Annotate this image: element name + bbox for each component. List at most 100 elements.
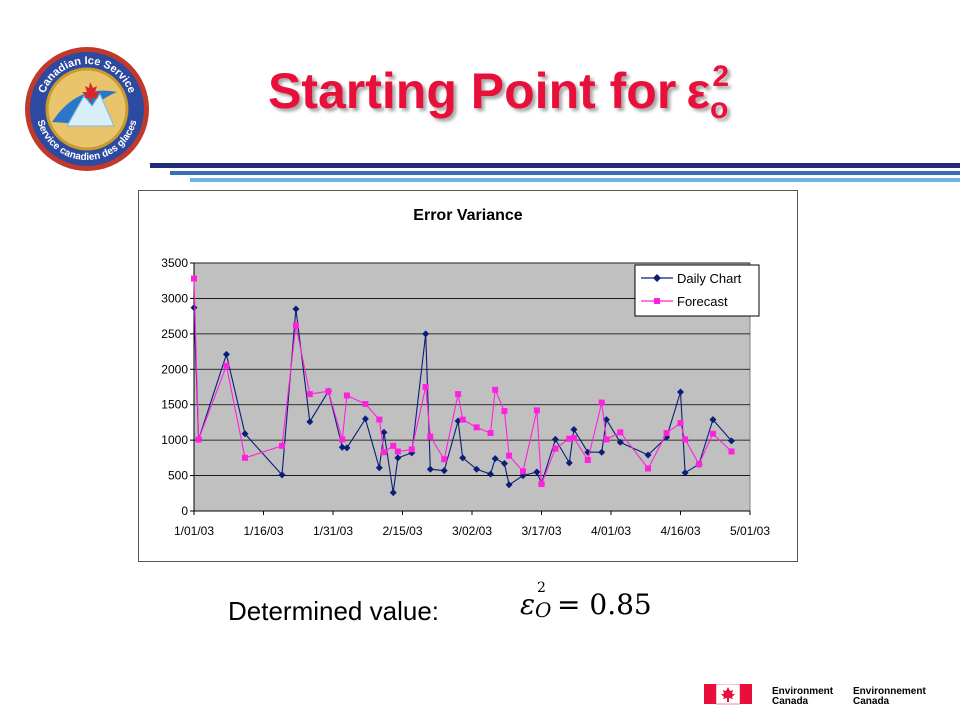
data-point-forecast: [459, 416, 466, 423]
data-point-forecast: [598, 399, 605, 406]
data-point-forecast: [566, 435, 573, 442]
data-point-forecast: [519, 468, 526, 475]
data-point-forecast: [709, 430, 716, 437]
data-point-forecast: [343, 392, 350, 399]
data-point-forecast: [241, 454, 248, 461]
error-variance-chart: Error Variance 0 500 1000 1500 2000 2500 3000 3…: [138, 190, 798, 562]
x-tick-label: 2/15/03: [382, 524, 422, 538]
data-point-daily-chart: [709, 416, 717, 424]
x-tick-label: 1/31/03: [313, 524, 353, 538]
x-tick-label: 1/16/03: [243, 524, 283, 538]
data-point-forecast: [441, 456, 448, 463]
formula-superscript: 2: [537, 580, 546, 596]
formula-value: = 0.85: [557, 588, 652, 621]
data-point-forecast: [492, 386, 499, 393]
canadian-ice-service-logo: Canadian Ice Service Service canadien de…: [25, 47, 149, 171]
legend-marker-daily: [653, 274, 661, 282]
y-tick-label: 1000: [161, 433, 188, 447]
slide-title: Starting Point for εo2: [268, 60, 745, 125]
data-point-forecast: [533, 407, 540, 414]
data-point-daily-chart: [487, 470, 495, 478]
determined-value-label: Determined value:: [228, 596, 439, 626]
y-tick-label: 500: [168, 469, 188, 483]
footer-en-line2: Canada: [772, 696, 809, 707]
determined-value-formula: ε 2 O = 0.85: [520, 580, 652, 622]
data-point-forecast: [677, 420, 684, 427]
data-point-forecast: [570, 435, 577, 442]
data-point-forecast: [376, 416, 383, 423]
data-point-forecast: [394, 448, 401, 455]
divider-bar-light: [190, 178, 960, 182]
data-point-daily-chart: [190, 304, 198, 312]
chart-title: Error Variance: [413, 207, 523, 224]
data-point-daily-chart: [380, 428, 388, 436]
divider-bar-dark: [150, 163, 960, 168]
data-point-forecast: [390, 442, 397, 449]
data-point-forecast: [584, 456, 591, 463]
x-tick-label: 4/16/03: [660, 524, 700, 538]
data-point-daily-chart: [565, 459, 573, 467]
data-point-forecast: [552, 445, 559, 452]
title-subscript: o: [710, 92, 729, 125]
x-tick-label: 5/01/03: [730, 524, 770, 538]
data-point-forecast: [487, 430, 494, 437]
data-point-forecast: [195, 436, 202, 443]
title-epsilon: ε: [686, 63, 711, 119]
data-point-forecast: [362, 401, 369, 408]
data-point-daily-chart: [681, 469, 689, 477]
y-tick-label: 2000: [161, 362, 188, 376]
x-tick-label: 3/02/03: [452, 524, 492, 538]
chart-legend: Daily Chart Forecast: [634, 264, 760, 317]
data-point-forecast: [223, 362, 230, 369]
data-point-forecast: [427, 433, 434, 440]
data-point-forecast: [339, 436, 346, 443]
legend-label-daily: Daily Chart: [677, 271, 742, 286]
header-divider-bars: [150, 163, 960, 182]
x-tick-label: 3/17/03: [521, 524, 561, 538]
footer-fr-line1: Environnement: [853, 686, 926, 697]
legend-box: [634, 264, 760, 317]
data-point-daily-chart: [598, 448, 606, 456]
data-point-daily-chart: [570, 426, 578, 434]
data-point-daily-chart: [473, 465, 481, 473]
data-point-daily-chart: [394, 454, 402, 462]
data-point-daily-chart: [533, 468, 541, 476]
y-tick-label: 2500: [161, 327, 188, 341]
data-point-daily-chart: [459, 454, 467, 462]
data-point-forecast: [603, 436, 610, 443]
data-point-forecast: [473, 424, 480, 431]
data-point-forecast: [422, 384, 429, 390]
footer-en-line1: Environment: [772, 686, 834, 697]
data-point-daily-chart: [551, 435, 559, 443]
data-point-forecast: [645, 465, 652, 472]
data-point-forecast: [728, 448, 735, 455]
data-point-daily-chart: [616, 438, 624, 446]
formula-subscript: O: [535, 598, 552, 622]
data-point-daily-chart: [375, 464, 383, 472]
legend-label-forecast: Forecast: [677, 294, 728, 309]
data-point-daily-chart: [727, 437, 735, 445]
data-point-forecast: [696, 461, 703, 468]
data-point-daily-chart: [389, 489, 397, 497]
data-point-daily-chart: [306, 418, 314, 426]
data-point-daily-chart: [440, 467, 448, 475]
data-point-forecast: [501, 408, 508, 415]
data-point-forecast: [306, 391, 313, 398]
data-point-forecast: [506, 452, 513, 459]
government-canada-signature: Environment Canada Environnement Canada: [704, 684, 926, 707]
data-point-daily-chart: [644, 451, 652, 459]
data-point-forecast: [538, 481, 545, 488]
x-tick-label: 1/01/03: [174, 524, 214, 538]
data-point-daily-chart: [343, 444, 351, 452]
data-point-daily-chart: [422, 330, 430, 338]
data-point-daily-chart: [505, 481, 513, 489]
data-point-daily-chart: [278, 471, 286, 479]
divider-bar-mid: [170, 171, 960, 175]
data-point-forecast: [292, 322, 299, 329]
x-tick-label: 4/01/03: [591, 524, 631, 538]
data-point-forecast: [663, 430, 670, 437]
data-point-daily-chart: [426, 465, 434, 473]
data-point-forecast: [325, 388, 332, 395]
footer-fr-line2: Canada: [853, 696, 890, 707]
y-tick-label: 3000: [161, 291, 188, 305]
